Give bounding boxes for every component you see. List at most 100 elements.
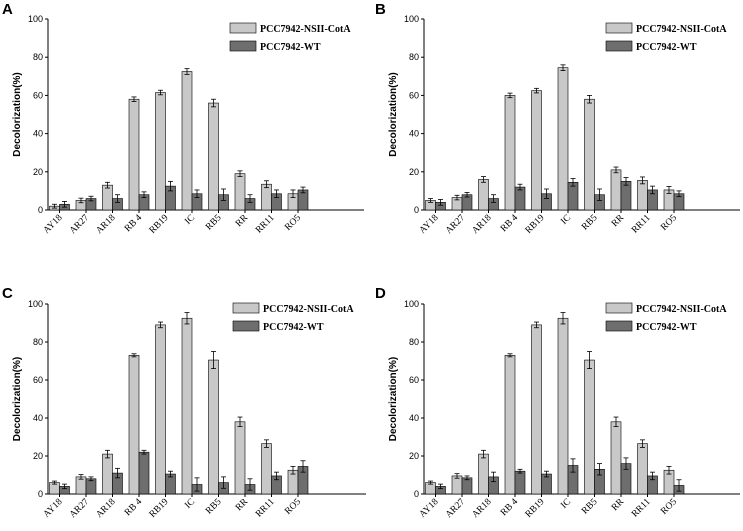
bar-nsii-cota-ic [181, 317, 193, 495]
legend-label: PCC7942-WT [636, 322, 697, 333]
x-tick-label: RR11 [630, 497, 653, 520]
bar-nsii-cota-rb19 [155, 324, 166, 495]
error-bar [623, 177, 629, 186]
bar-nsii-cota-ar18 [478, 179, 489, 211]
x-tick-label: AR27 [444, 213, 467, 236]
error-bar [650, 185, 655, 195]
legend-label: PCC7942-WT [263, 322, 324, 333]
x-tick-label: RB 4 [123, 497, 144, 518]
x-tick-label: RO5 [659, 213, 679, 233]
error-bar [264, 439, 269, 448]
panel-d: D 0 20 40 60 80 100 Decolorization(%) AY18 AR27 AR… [375, 285, 740, 520]
bar-nsii-cota-rb4 [504, 354, 516, 495]
error-bar [274, 189, 279, 198]
panel-d-letter: D [375, 285, 386, 302]
bar-wt-rb4 [514, 470, 526, 495]
legend-label: PCC7942-WT [260, 42, 321, 53]
y-axis-label: Decolorization(%) [12, 72, 23, 156]
legend-swatch [232, 302, 260, 314]
y-tick-label: 100 [28, 14, 43, 24]
y-tick-label: 20 [409, 167, 419, 177]
error-bar [491, 471, 496, 483]
error-bar [237, 416, 243, 427]
y-tick-label: 40 [33, 129, 43, 139]
error-bar [481, 176, 486, 183]
error-bar [62, 483, 67, 490]
y-tick-label: 20 [33, 451, 43, 461]
x-tick-label: AR18 [94, 213, 117, 236]
x-tick-label: IC [183, 213, 197, 227]
panel-b-letter: B [375, 1, 386, 18]
x-tick-label: RB19 [524, 213, 547, 236]
y-tick-label: 0 [38, 489, 43, 499]
y-tick-label: 20 [409, 451, 419, 461]
error-bar [194, 477, 200, 492]
x-tick-label: IC [183, 497, 197, 511]
error-bar [454, 194, 460, 201]
bar-nsii-cota-rr11 [637, 443, 648, 495]
y-axis-label: Decolorization(%) [388, 72, 399, 156]
y-tick-label: 60 [33, 375, 43, 385]
error-bar [78, 474, 84, 480]
error-bar [274, 471, 279, 481]
error-bar [534, 87, 539, 94]
bar-nsii-cota-ic [557, 317, 569, 495]
error-bar [141, 191, 147, 198]
y-tick-label: 80 [409, 52, 419, 62]
legend-swatch [605, 22, 633, 34]
legend-swatch [605, 320, 633, 332]
error-bar [438, 199, 443, 206]
legend-label: PCC7942-NSII-CotA [263, 304, 354, 315]
error-bar [587, 351, 592, 370]
error-bar [454, 473, 460, 479]
error-bar [300, 460, 306, 473]
x-tick-label: RB 4 [499, 213, 520, 234]
error-bar [264, 180, 269, 189]
bar-nsii-cota-rb19 [155, 92, 166, 211]
bar-nsii-cota-rr11 [261, 443, 272, 495]
legend-label: PCC7942-NSII-CotA [260, 24, 351, 35]
x-tick-label: IC [559, 213, 573, 227]
y-tick-label: 60 [33, 90, 43, 100]
bar-nsii-cota-ar18 [102, 453, 113, 495]
x-tick-label: RB5 [204, 497, 224, 517]
error-bar [184, 312, 190, 325]
error-bar [52, 480, 57, 485]
bar-wt-rr [620, 181, 632, 211]
bar-nsii-cota-rb5 [584, 359, 595, 495]
bar-nsii-cota-rr [610, 169, 622, 211]
bar-nsii-cota-rb4 [128, 98, 140, 211]
error-bar [428, 198, 433, 203]
error-bar [613, 166, 619, 174]
bar-nsii-cota-ar27 [451, 475, 463, 495]
error-bar [115, 467, 120, 479]
error-bar [184, 68, 190, 75]
y-tick-label: 0 [38, 205, 43, 215]
error-bar [464, 475, 470, 481]
error-bar [464, 192, 470, 198]
error-bar [290, 189, 296, 198]
x-tick-label: RR [610, 497, 627, 514]
error-bar [676, 479, 682, 492]
x-tick-label: RO5 [283, 497, 303, 517]
x-tick-label: RO5 [283, 213, 303, 233]
panel-b: B 0 20 40 60 80 100 Decolorization(%) AY18 AR27 AR… [375, 1, 740, 236]
error-bar [88, 476, 94, 482]
error-bar [115, 194, 120, 203]
y-tick-label: 80 [33, 52, 43, 62]
error-bar [237, 170, 243, 177]
error-bar [676, 190, 682, 198]
bar-nsii-cota-rb5 [208, 359, 219, 495]
error-bar [290, 466, 296, 475]
error-bar [587, 95, 592, 104]
y-tick-label: 40 [409, 413, 419, 423]
legend-swatch [232, 320, 260, 332]
error-bar [544, 470, 549, 478]
x-tick-label: IC [559, 497, 573, 511]
error-bar [141, 449, 147, 455]
error-bar [507, 92, 513, 99]
error-bar [640, 176, 645, 185]
bar-nsii-cota-ic [557, 67, 569, 211]
y-axis-label: Decolorization(%) [12, 357, 23, 441]
